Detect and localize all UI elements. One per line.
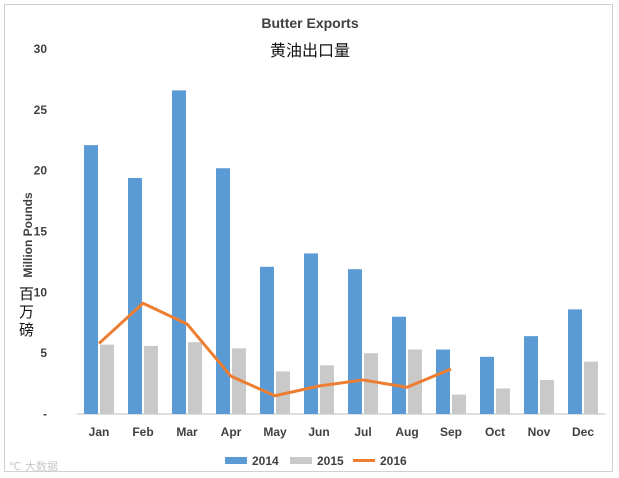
bar-2014-jan bbox=[84, 145, 98, 414]
y-axis-label-cn-glyph: 磅 bbox=[19, 321, 34, 339]
bar-2014-feb bbox=[128, 177, 142, 414]
x-tick-label: Jul bbox=[354, 425, 371, 439]
bar-2015-dec bbox=[584, 361, 598, 414]
y-tick-label: - bbox=[43, 407, 47, 421]
x-tick-label: Apr bbox=[221, 425, 242, 439]
bar-2015-mar bbox=[188, 342, 202, 414]
bar-2014-jul bbox=[348, 269, 362, 414]
bar-2014-apr bbox=[216, 168, 230, 414]
y-axis-label-cn: 百万磅 bbox=[19, 285, 34, 339]
x-tick-label: Nov bbox=[528, 425, 551, 439]
legend-label-2014: 2014 bbox=[252, 454, 279, 468]
legend-swatch-2014 bbox=[225, 457, 247, 464]
bar-2015-jun bbox=[320, 365, 334, 414]
x-tick-label: Sep bbox=[440, 425, 462, 439]
bar-2014-sep bbox=[436, 349, 450, 414]
watermark-text: 大数据 bbox=[25, 459, 58, 473]
bar-2014-oct bbox=[480, 356, 494, 414]
bar-2014-dec bbox=[568, 309, 582, 414]
chart-subtitle: 黄油出口量 bbox=[270, 41, 350, 60]
bar-2015-aug bbox=[408, 349, 422, 414]
y-tick-label: 10 bbox=[34, 285, 48, 299]
x-tick-label: Dec bbox=[572, 425, 594, 439]
x-tick-label: Jan bbox=[89, 425, 110, 439]
x-tick-label: Feb bbox=[132, 425, 153, 439]
y-tick-label: 20 bbox=[34, 164, 48, 178]
bar-2015-sep bbox=[452, 394, 466, 414]
watermark-logo-icon: ℃ bbox=[9, 460, 21, 473]
bar-2014-aug bbox=[392, 316, 406, 414]
legend-swatch-2015 bbox=[290, 457, 312, 464]
bar-2014-may bbox=[260, 266, 274, 414]
line-2016 bbox=[97, 301, 452, 398]
y-tick-label: 25 bbox=[34, 103, 48, 117]
y-axis-label: Million Pounds bbox=[21, 192, 35, 278]
butter-exports-chart: Butter Exports 黄油出口量 Million Pounds 百万磅 … bbox=[9, 15, 605, 473]
y-tick-label: 5 bbox=[40, 346, 47, 360]
bar-2015-oct bbox=[496, 388, 510, 414]
y-axis-label-cn-glyph: 百 bbox=[19, 285, 34, 303]
x-tick-label: Oct bbox=[485, 425, 505, 439]
bar-2014-nov bbox=[524, 336, 538, 414]
chart-title: Butter Exports bbox=[261, 15, 358, 31]
y-axis-ticks: - 5 10 15 20 25 30 bbox=[34, 42, 48, 421]
bar-2014-jun bbox=[304, 253, 318, 414]
x-tick-label: May bbox=[263, 425, 287, 439]
chart-frame: Butter Exports 黄油出口量 Million Pounds 百万磅 … bbox=[4, 4, 613, 473]
legend: 2014 2015 2016 bbox=[225, 454, 407, 468]
line-series-group bbox=[97, 301, 452, 398]
x-axis-ticks: Jan Feb Mar Apr May Jun Jul Aug Sep Oct Nov Dec bbox=[89, 425, 595, 439]
bars-group bbox=[84, 90, 598, 414]
legend-label-2016: 2016 bbox=[380, 454, 407, 468]
bar-2015-feb bbox=[144, 345, 158, 414]
x-tick-label: Mar bbox=[176, 425, 198, 439]
bar-2014-mar bbox=[172, 90, 186, 414]
y-tick-label: 30 bbox=[34, 42, 48, 56]
y-axis-label-cn-glyph: 万 bbox=[19, 303, 34, 321]
bar-2015-jul bbox=[364, 353, 378, 414]
watermark: ℃ 大数据 bbox=[9, 459, 58, 473]
bar-2015-jan bbox=[100, 344, 114, 414]
x-tick-label: Jun bbox=[308, 425, 329, 439]
bar-2015-nov bbox=[540, 379, 554, 414]
x-tick-label: Aug bbox=[395, 425, 418, 439]
y-tick-label: 15 bbox=[34, 225, 48, 239]
legend-label-2015: 2015 bbox=[317, 454, 344, 468]
